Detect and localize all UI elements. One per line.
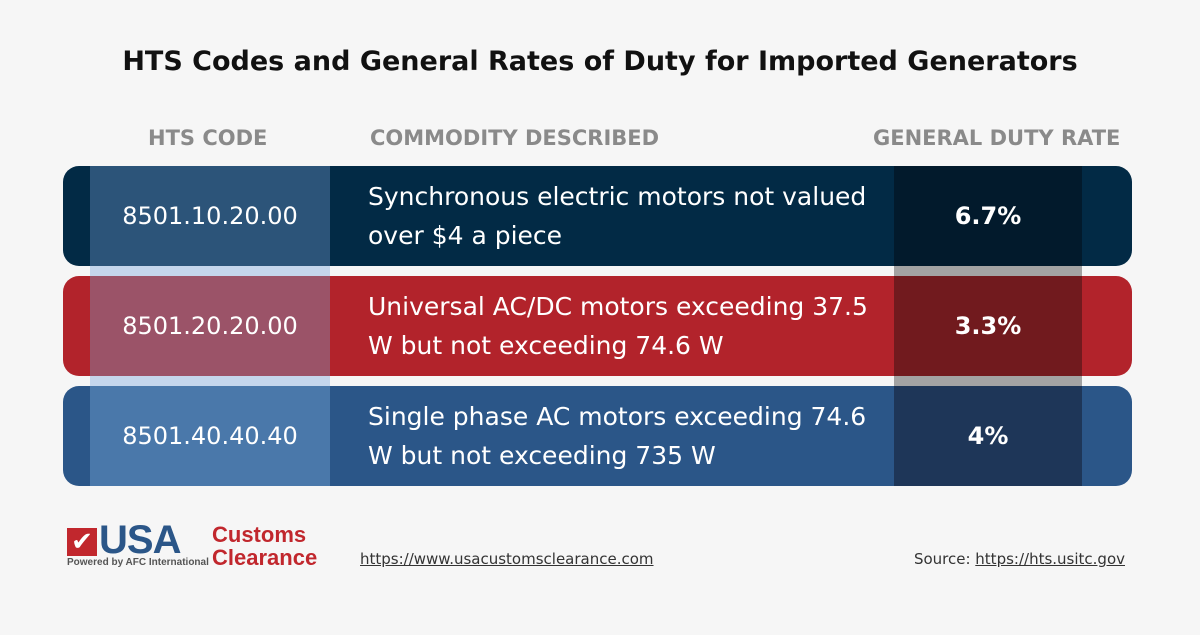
header-commodity: COMMODITY DESCRIBED (370, 126, 660, 150)
column-gap (894, 266, 1082, 276)
source: Source: https://hts.usitc.gov (914, 550, 1125, 568)
website-link-wrap: https://www.usacustomsclearance.com (360, 550, 654, 568)
column-gap (894, 376, 1082, 386)
hts-code-cell: 8501.10.20.00 (90, 166, 330, 266)
duty-rate-cell: 4% (894, 386, 1082, 486)
logo-line1: Customs (212, 522, 307, 547)
logo-line2: Clearance (212, 545, 318, 570)
checkmark-icon: ✔ (67, 528, 97, 556)
header-hts-code: HTS CODE (148, 126, 268, 150)
source-link[interactable]: https://hts.usitc.gov (975, 550, 1125, 568)
hts-code-cell: 8501.40.40.40 (90, 386, 330, 486)
hts-code-cell: 8501.20.20.00 (90, 276, 330, 376)
source-label: Source: (913, 550, 971, 568)
logo-text: Customs Clearance (212, 523, 317, 569)
description-cell: Universal AC/DC motors exceeding 37.5 W … (368, 292, 868, 360)
description-cell: Single phase AC motors exceeding 74.6 W … (368, 402, 867, 470)
page-title: HTS Codes and General Rates of Duty for … (122, 46, 1078, 77)
duty-rate-cell: 3.3% (894, 276, 1082, 376)
description-cell: Synchronous electric motors not valued o… (368, 182, 867, 250)
column-gap (90, 266, 330, 276)
website-link[interactable]: https://www.usacustomsclearance.com (360, 550, 654, 568)
logo: ✔ USA Powered by AFC International Custo… (67, 518, 395, 572)
column-gap (90, 376, 330, 386)
logo-tagline: Powered by AFC International (67, 557, 209, 568)
duty-rate-cell: 6.7% (894, 166, 1082, 266)
logo-usa: USA (99, 518, 181, 562)
header-duty-rate: GENERAL DUTY RATE (873, 126, 1121, 150)
